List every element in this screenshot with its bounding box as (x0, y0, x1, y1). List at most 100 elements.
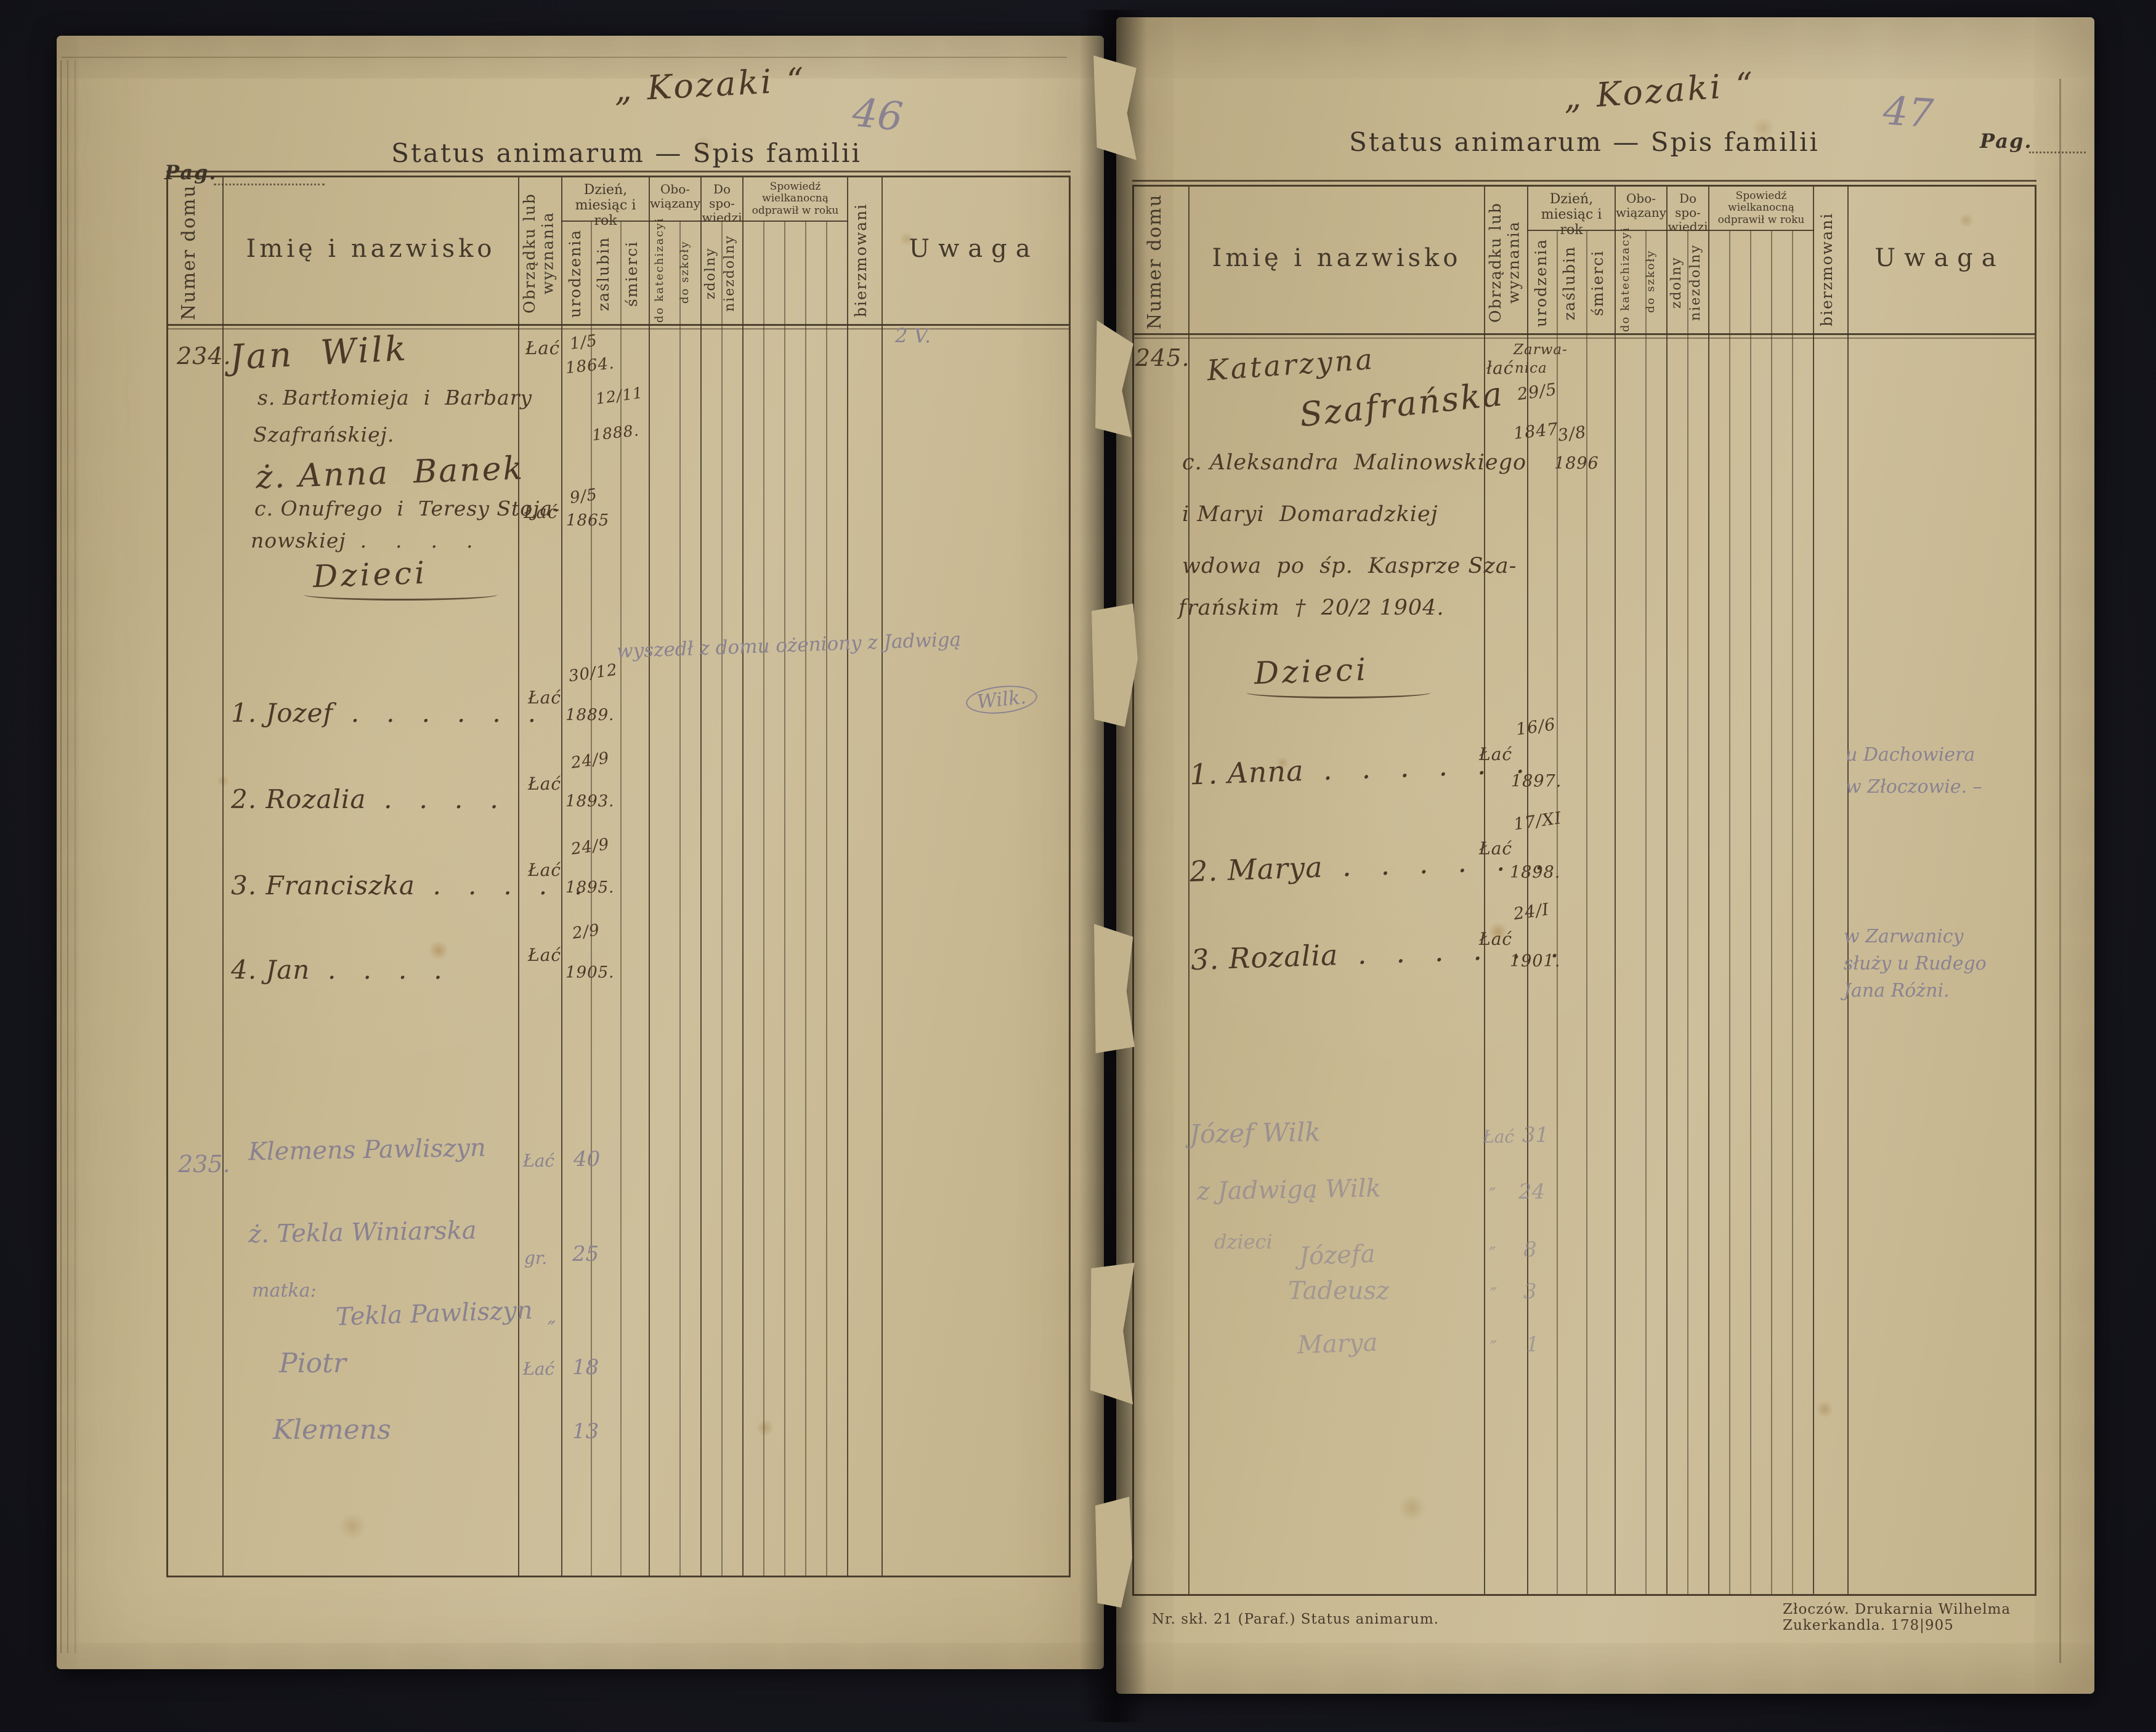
pencil-row-ditto: ″ (548, 1317, 556, 1341)
col-header-zdolny: zdolny (703, 247, 718, 300)
wife-name: ż. Anna Banek (255, 450, 525, 496)
child-birth-bottom: 1893. (565, 792, 615, 811)
widow-name-line1: Katarzyna (1206, 342, 1376, 387)
binding-shadow (1079, 10, 1147, 1722)
child-birth-bottom: 1901. (1510, 952, 1561, 971)
pencil-row-name: Marya (1297, 1328, 1379, 1360)
child-name: 3. Franciszka . . . . . (231, 870, 583, 900)
child-birth-top: 30/12 (567, 660, 619, 686)
house-number: 234. (177, 342, 232, 370)
child-rite: Łać (528, 687, 562, 708)
pencil-row-ditto: ″ (1490, 1337, 1497, 1359)
col-header-bierzmowani: bierzmowani (1818, 212, 1836, 326)
footer-printer: Złoczów. Drukarnia Wilhelma Zukerkandla.… (1783, 1601, 2011, 1633)
husband-name: Jan Wilk (229, 328, 410, 378)
pencil-row-rite: Łać (523, 1359, 555, 1379)
col-header-urodzenia: urodzenia (566, 229, 584, 318)
pencil-row-rite: gr. (524, 1248, 548, 1268)
husband-parents-line2: Szafrańskiej. (253, 423, 395, 447)
pencil-row-num: 24 (1518, 1180, 1546, 1204)
col-header-smierci: śmierci (1589, 249, 1607, 316)
pencil-row-rite: Łać (1483, 1127, 1515, 1147)
child-birth-top: 2/9 (571, 921, 601, 943)
village-name-handwritten: „ Kozaki “ (613, 60, 808, 110)
col-header-do-szkoly: do szkoły (1644, 249, 1657, 314)
marriage-date-bottom: 1888. (591, 421, 640, 444)
child-rite: Łać (528, 774, 562, 794)
husband-birth-date-bottom: 1864. (564, 354, 615, 378)
child-birth-top: 24/I (1512, 900, 1550, 924)
pencil-row-name: Tekla Pawliszyn (335, 1296, 533, 1332)
pencil-row-name: Józef Wilk (1189, 1117, 1321, 1149)
col-header-zaslubin: zaślubin (594, 236, 612, 311)
village-name-handwritten: „ Kozaki “ (1562, 65, 1757, 117)
pencil-row-name: Piotr (279, 1348, 346, 1379)
form-title: Status animarum — Spis familii (391, 138, 862, 168)
col-header-uwaga: Uwaga (909, 235, 1039, 263)
marriage-date-top: 12/11 (594, 383, 644, 408)
pencil-row-num: 18 (572, 1355, 599, 1380)
birth-place-line1: Zarwa- (1514, 342, 1568, 358)
pencil-row-rite: Łać (523, 1151, 555, 1171)
child-name: 1. Jozef . . . . . . (231, 698, 537, 728)
col-header-obowiazany: Obo-wiązany (650, 182, 701, 211)
pencil-row-num: 13 (572, 1419, 599, 1444)
wife-rite: Łać (524, 501, 558, 522)
pencil-row-name: Tadeusz (1288, 1277, 1390, 1305)
child-birth-bottom: 1897. (1511, 772, 1562, 791)
child-birth-top: 24/9 (570, 748, 611, 773)
child-name: 2. Rozalia . . . . (231, 784, 499, 814)
col-header-numer-domu: Numer domu (178, 184, 200, 320)
footer-form-number: Nr. skł. 21 (Paraf.) Status animarum. (1152, 1611, 1439, 1627)
marriage-date-top: 3/8 (1557, 422, 1588, 446)
col-header-dzien-miesiac-rok: Dzień, miesiąc i rok (575, 182, 636, 229)
right-page: „ Kozaki “ 47 Status animarum — Spis fam… (1116, 17, 2094, 1694)
children-heading-flourish (304, 589, 498, 601)
uwaga-pencil-mark: 2 V. (895, 324, 931, 347)
note-anna-line2: w Złoczowie. – (1846, 776, 1982, 798)
pencil-row-name: z Jadwigą Wilk (1196, 1174, 1382, 1206)
note-anna-line1: u Dachowiera (1846, 744, 1976, 766)
widow-note-line1: wdowa po śp. Kasprze Sza- (1182, 554, 1517, 578)
col-header-do-spowiedzi: Do spo-wiedzi (1668, 191, 1708, 234)
col-header-niezdolny: niezdolny (722, 235, 737, 312)
note-jozef-line1: wyszedł z domu ożeniony z Jadwigą (616, 628, 962, 663)
group-underline (561, 221, 848, 222)
child-birth-top: 17/XI (1512, 808, 1563, 835)
group-underline (1527, 230, 1814, 231)
col-header-smierci: śmierci (623, 240, 641, 307)
child-birth-bottom: 1895. (565, 878, 615, 897)
register-table-left: Numer domu Imię i nazwisko Obrządku lub … (166, 171, 1071, 1577)
note-rozalia-line1: w Zarwanicy (1844, 926, 1964, 947)
parents-line2: i Maryi Domaradzkiej (1182, 502, 1438, 527)
col-header-imie-nazwisko: Imię i nazwisko (1212, 244, 1462, 272)
col-header-zdolny: zdolny (1669, 256, 1684, 309)
pencil-row-name: Klemens (273, 1414, 391, 1446)
husband-rite: Łać (525, 338, 560, 358)
pencil-row-prefix: matka: (252, 1280, 317, 1301)
child-rite: Łać (1479, 929, 1513, 949)
header-separator-thin (168, 328, 1069, 330)
rite: łać (1486, 358, 1514, 378)
pencil-row-num: 31 (1522, 1123, 1549, 1147)
col-header-do-spowiedzi: Do spo-wiedzi (702, 182, 742, 225)
col-header-zaslubin: zaślubin (1560, 245, 1578, 320)
child-name: 4. Jan . . . . (231, 955, 443, 985)
birth-date-top: 29/5 (1516, 379, 1558, 405)
pencil-row-name: Klemens Pawliszyn (248, 1133, 487, 1167)
pencil-row-num: 25 (572, 1242, 599, 1266)
children-heading: Dzieci (1254, 651, 1369, 692)
pag-dotted-line (2029, 152, 2086, 153)
sheet-stack-edges-left (60, 60, 79, 1653)
col-header-dzien-miesiac-rok: Dzień, miesiąc i rok (1541, 192, 1602, 238)
pencil-row-num: 1 (1526, 1332, 1539, 1357)
page-number-pencil: 47 (1881, 88, 1935, 137)
child-rite: Łać (528, 860, 562, 880)
col-header-numer-domu: Numer domu (1144, 193, 1165, 330)
marriage-date-bottom: 1896 (1554, 454, 1599, 473)
header-separator (1134, 333, 2035, 335)
note-jozef-line2-circled: Wilk. (965, 682, 1039, 717)
wife-birth-date-top: 9/5 (569, 485, 599, 508)
header-separator-thin (1134, 338, 2035, 339)
sheet-stack-edge-top (62, 57, 1067, 58)
